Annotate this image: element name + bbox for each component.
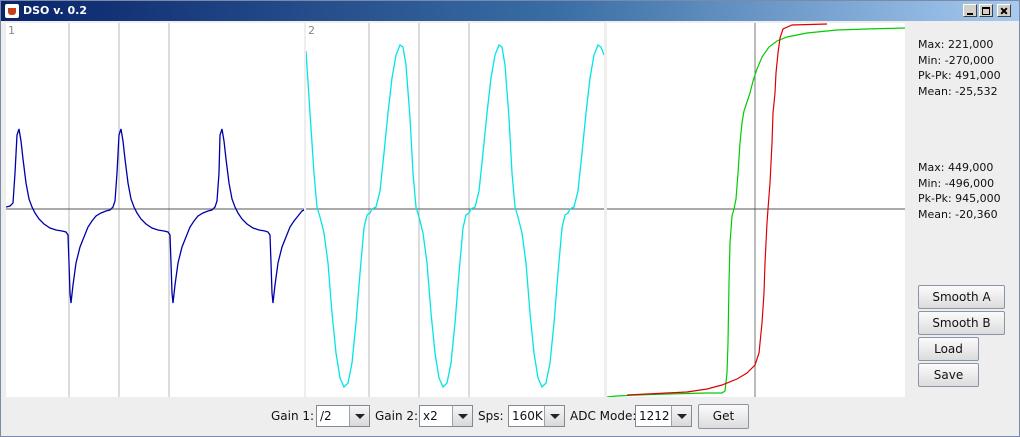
chevron-down-icon[interactable] <box>671 406 691 426</box>
gain-2-value: x2 <box>423 409 438 423</box>
java-cup-icon <box>5 4 19 18</box>
gain-2-select[interactable]: x2 <box>419 405 473 427</box>
get-button[interactable]: Get <box>698 404 749 429</box>
chevron-down-icon[interactable] <box>349 406 369 426</box>
channel-2-waveform <box>306 44 604 389</box>
save-button[interactable]: Save <box>918 363 979 387</box>
sps-select[interactable]: 160K <box>508 405 565 427</box>
ch1-max: Max: 221,000 <box>918 38 994 51</box>
ch2-pkpk: Pk-Pk: 945,000 <box>918 192 1001 205</box>
gain-1-select[interactable]: /2 <box>316 405 370 427</box>
sps-label: Sps: <box>478 409 504 423</box>
smooth-a-button[interactable]: Smooth A <box>918 285 1005 309</box>
red-trace <box>626 23 828 396</box>
chevron-down-icon[interactable] <box>452 406 472 426</box>
channel-1-label: 1 <box>8 24 15 37</box>
control-bar: Gain 1: /2 Gain 2: x2 Sps: 160K ADC Mode… <box>1 398 1019 436</box>
gain-1-label: Gain 1: <box>271 409 315 423</box>
gain-2-label: Gain 2: <box>375 409 419 423</box>
minimize-icon[interactable] <box>963 4 977 17</box>
title-bar[interactable]: DSO v. 0.2 <box>1 1 1019 21</box>
chevron-down-icon[interactable] <box>544 406 564 426</box>
channel-2-stats: Max: 449,000 Min: -496,000 Pk-Pk: 945,00… <box>918 160 1001 222</box>
channel-2-plot: 2 <box>306 23 604 397</box>
channel-1-stats: Max: 221,000 Min: -270,000 Pk-Pk: 491,00… <box>918 37 1001 99</box>
gain-1-value: /2 <box>320 409 332 423</box>
sps-value: 160K <box>512 409 543 423</box>
ch2-min: Min: -496,000 <box>918 176 995 190</box>
green-trace <box>607 27 905 397</box>
adc-mode-label: ADC Mode: <box>570 409 637 423</box>
smooth-b-button[interactable]: Smooth B <box>918 311 1005 335</box>
close-icon[interactable] <box>997 4 1011 17</box>
load-button[interactable]: Load <box>918 337 979 361</box>
channel-1-plot: 1 <box>6 23 304 397</box>
channel-2-label: 2 <box>308 24 315 37</box>
ch1-mean: Mean: -25,532 <box>918 84 998 98</box>
ch2-mean: Mean: -20,360 <box>918 207 998 221</box>
ch1-min: Min: -270,000 <box>918 53 995 67</box>
ch1-pkpk: Pk-Pk: 491,000 <box>918 69 1001 82</box>
channel-1-waveform <box>6 128 304 304</box>
ch2-max: Max: 449,000 <box>918 161 994 174</box>
window-title: DSO v. 0.2 <box>23 4 88 17</box>
maximize-icon[interactable] <box>979 4 993 17</box>
xy-plot <box>607 23 905 397</box>
adc-mode-select[interactable]: 1212 <box>635 405 692 427</box>
adc-mode-value: 1212 <box>639 409 670 423</box>
